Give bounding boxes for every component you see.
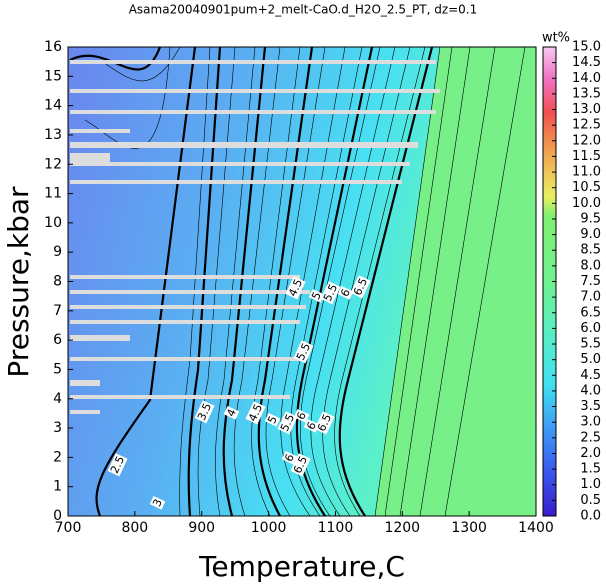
x-tick-label: 800 [121, 520, 148, 536]
colorbar-tick-label: 14.5 [572, 55, 601, 70]
x-axis-label: Temperature,C [198, 550, 405, 583]
colorbar-tick-label: 12.0 [572, 133, 601, 148]
colorbar-tick-label: 11.5 [572, 149, 601, 164]
y-tick-label: 15 [44, 68, 62, 84]
y-tick-label: 1 [53, 479, 62, 495]
y-tick-label: 3 [53, 420, 62, 436]
colorbar-tick-label: 9.0 [580, 227, 601, 242]
contour-label-bg [149, 495, 166, 510]
colorbar-tick-label: 0.0 [580, 509, 601, 524]
contour-label-bg [223, 405, 240, 420]
colorbar-tick-label: 5.0 [580, 352, 601, 367]
colorbar-tick-label: 10.0 [572, 196, 601, 211]
gaps [70, 60, 440, 414]
x-tick-label: 900 [188, 520, 215, 536]
contour-label-bg [293, 408, 310, 423]
colorbar-tick-label: 8.0 [580, 258, 601, 273]
y-tick-label: 10 [44, 215, 62, 231]
y-axis-label: Pressure,kbar [2, 186, 35, 378]
colorbar-tick-label: 0.5 [580, 493, 601, 508]
colorbar-tick-label: 13.5 [572, 86, 601, 101]
contour-label-bg [277, 411, 298, 435]
colorbar-tick-label: 9.5 [580, 211, 601, 226]
contour-label: 5 [309, 290, 324, 302]
colorbar-tick-label: 6.5 [580, 305, 601, 320]
y-tick-label: 13 [44, 127, 62, 143]
colorbar-tick-label: 5.5 [580, 337, 601, 352]
colorbar-tick-label: 13.0 [572, 102, 601, 117]
contour-label-bg [290, 453, 311, 477]
colorbar-tick-label: 7.0 [580, 290, 601, 305]
contour-label-bg [308, 288, 325, 303]
contour-label-bg [314, 411, 335, 435]
colorbar-tick-label: 2.0 [580, 446, 601, 461]
contour-label-bg [285, 276, 306, 300]
colorbar-tick-label: 12.5 [572, 118, 601, 133]
y-tick-label: 5 [53, 361, 62, 377]
colorbar-tick-label: 11.0 [572, 165, 601, 180]
contour-label-bg [320, 281, 341, 305]
colorbar-tick-label: 1.0 [580, 477, 601, 492]
contour-label: 4 [224, 407, 239, 419]
y-tick-label: 6 [53, 332, 62, 348]
colorbar-tick-label: 6.0 [580, 321, 601, 336]
y-tick-label: 14 [44, 98, 62, 114]
contour-label-bg [293, 340, 314, 364]
colorbar-tick-label: 3.5 [580, 399, 601, 414]
contour-label: 6 [282, 452, 297, 464]
field [68, 47, 536, 516]
colorbar-tick-label: 10.5 [572, 180, 601, 195]
colorbar-tick-label: 15.0 [572, 40, 601, 55]
chart-title: Asama20040901pum+2_melt-CaO.d_H2O_2.5_PT… [129, 3, 478, 17]
y-tick-label: 16 [44, 39, 62, 55]
contour-label: 5 [265, 414, 280, 426]
y-tick-label: 4 [53, 391, 62, 407]
colorbar-tick-label: 4.0 [580, 383, 601, 398]
x-tick-label: 1400 [518, 520, 554, 536]
contour-label-bg [264, 412, 281, 427]
contour-label: 3 [150, 497, 165, 509]
contour-label: 6 [294, 410, 309, 422]
x-tick-label: 1300 [451, 520, 487, 536]
colorbar-tick-label: 14.0 [572, 71, 601, 86]
colorbar-tick-label: 8.5 [580, 243, 601, 258]
colorbar-tick-label: 4.5 [580, 368, 601, 383]
contour-label: 6 [304, 420, 319, 432]
colorbar-tick-label: 7.5 [580, 274, 601, 289]
colorbar-tick-label: 2.5 [580, 430, 601, 445]
colorbar-tick-label: 1.5 [580, 462, 601, 477]
y-tick-label: 7 [53, 303, 62, 319]
contour-label-bg [107, 453, 128, 477]
y-tick-label: 8 [53, 274, 62, 290]
y-tick-label: 9 [53, 244, 62, 260]
contour-label-bg [350, 275, 371, 299]
x-tick-label: 1000 [251, 520, 287, 536]
y-tick-label: 11 [44, 186, 62, 202]
y-tick-label: 0 [53, 508, 62, 524]
x-tick-label: 1200 [384, 520, 420, 536]
melt-region [68, 47, 440, 516]
contour-label-bg [337, 285, 354, 300]
y-tick-label: 2 [53, 449, 62, 465]
contour-label: 6 [338, 287, 353, 299]
colorbar-label: wt% [542, 31, 570, 46]
contour-label-bg [281, 450, 298, 465]
contour-label-bg [194, 400, 215, 424]
x-tick-label: 700 [55, 520, 82, 536]
colorbar-tick-label: 3.0 [580, 415, 601, 430]
y-tick-label: 12 [44, 156, 62, 172]
x-tick-label: 1100 [318, 520, 354, 536]
contour-label-bg [245, 401, 266, 425]
